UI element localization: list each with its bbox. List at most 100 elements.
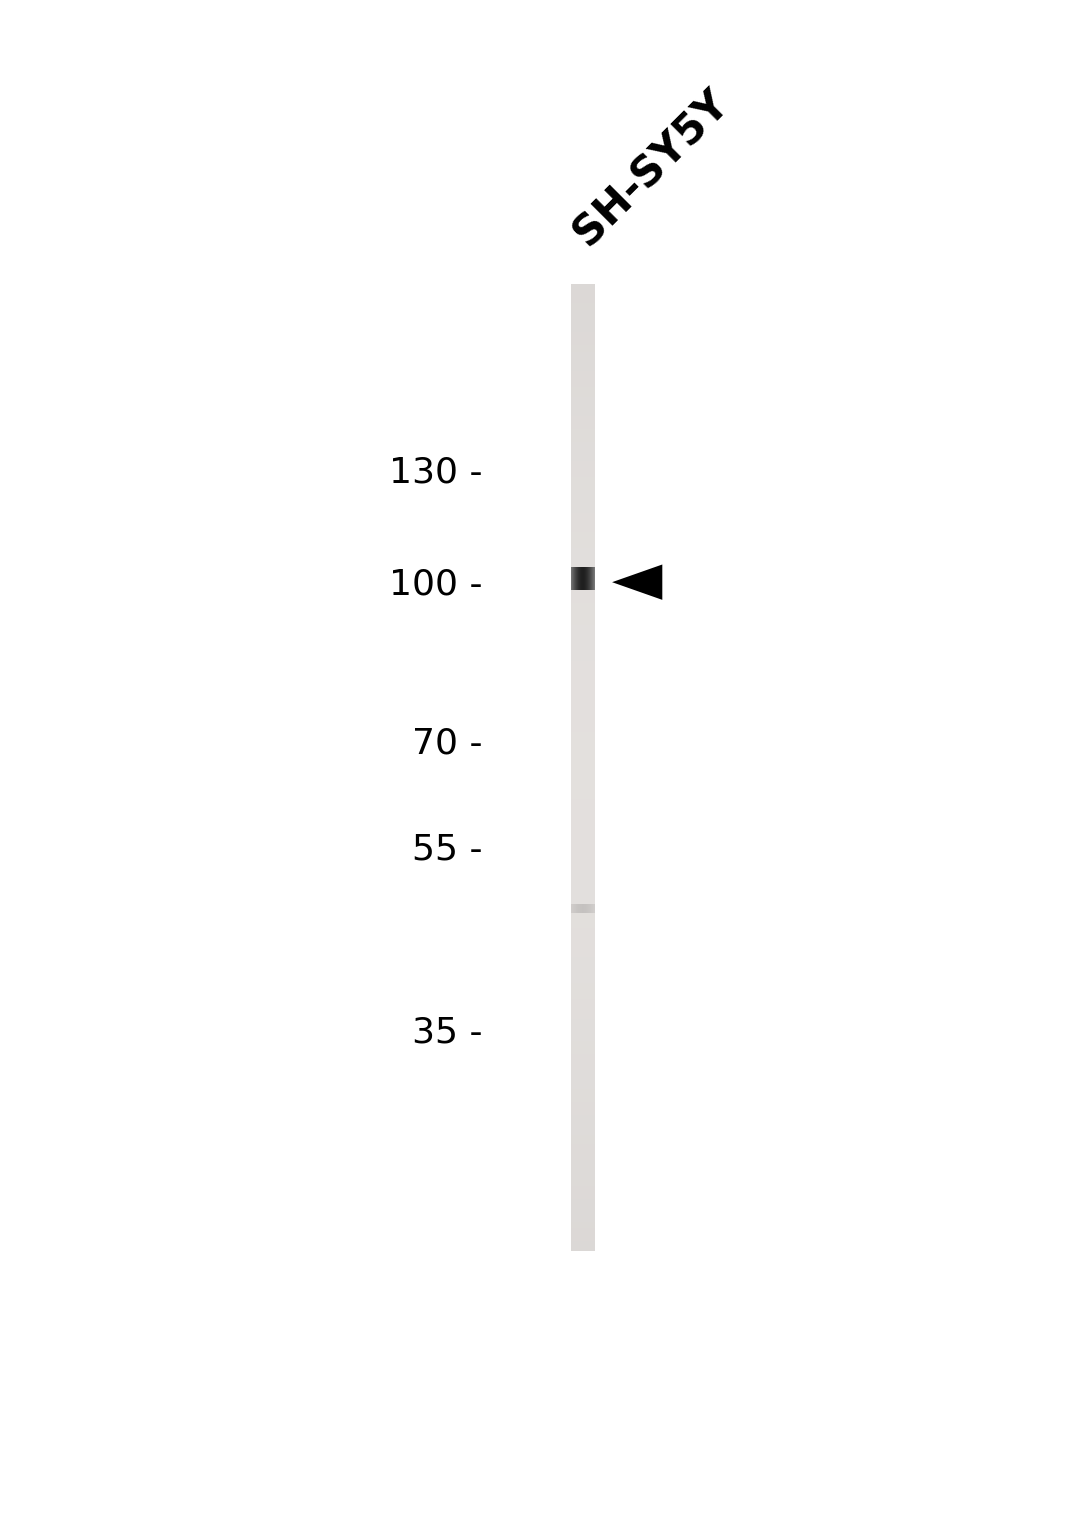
Bar — [571, 416, 594, 419]
Bar — [571, 589, 594, 592]
Bar — [571, 629, 594, 632]
Bar — [571, 825, 594, 828]
Bar — [571, 648, 594, 651]
Bar — [571, 899, 594, 903]
Bar — [571, 619, 594, 622]
Bar — [571, 1122, 594, 1125]
Bar — [571, 490, 594, 493]
Bar — [571, 928, 594, 931]
Bar — [571, 403, 594, 406]
Bar — [571, 1090, 594, 1093]
Bar — [571, 1170, 594, 1173]
Bar — [571, 1047, 594, 1050]
Bar — [571, 1242, 594, 1245]
Bar — [571, 283, 594, 288]
Bar — [571, 320, 594, 323]
Bar — [571, 890, 594, 893]
Bar — [571, 1167, 594, 1170]
Bar — [571, 749, 594, 752]
Bar — [571, 700, 594, 703]
Bar — [571, 776, 594, 781]
Bar — [571, 626, 594, 629]
Bar — [571, 909, 594, 912]
Bar — [571, 338, 594, 341]
Bar — [571, 1234, 594, 1237]
Bar — [571, 968, 594, 971]
Bar — [571, 323, 594, 326]
Bar — [571, 377, 594, 381]
Bar — [571, 1128, 594, 1131]
Bar — [571, 694, 594, 697]
Bar — [571, 903, 594, 906]
Bar — [571, 349, 594, 352]
Bar — [571, 449, 594, 452]
Bar — [571, 651, 594, 654]
Bar — [571, 680, 594, 683]
Bar — [571, 1015, 594, 1018]
Bar — [571, 510, 594, 513]
Bar — [571, 896, 594, 899]
Bar — [571, 609, 594, 612]
Bar — [571, 1000, 594, 1003]
Bar — [571, 735, 594, 738]
Bar — [571, 965, 594, 968]
Bar — [571, 922, 594, 925]
Bar — [571, 870, 594, 874]
Bar — [571, 400, 594, 403]
Bar — [571, 413, 594, 416]
Bar — [571, 842, 594, 845]
Bar — [571, 1093, 594, 1096]
Bar — [571, 332, 594, 335]
Bar — [571, 387, 594, 390]
Bar — [571, 1082, 594, 1087]
Bar — [571, 355, 594, 358]
Bar — [571, 1087, 594, 1090]
Bar — [571, 767, 594, 770]
Bar — [571, 1009, 594, 1012]
Bar — [571, 957, 594, 960]
Bar — [571, 423, 594, 426]
Bar — [571, 1073, 594, 1076]
Bar — [571, 1061, 594, 1064]
Bar — [571, 487, 594, 490]
Bar — [571, 1187, 594, 1190]
Bar — [571, 1079, 594, 1082]
Bar — [571, 577, 594, 580]
Bar — [571, 397, 594, 400]
Bar — [571, 916, 594, 919]
Bar — [571, 1228, 594, 1231]
Bar — [571, 381, 594, 384]
Bar — [571, 306, 594, 309]
Bar — [571, 784, 594, 787]
Bar — [571, 822, 594, 825]
Bar — [571, 1026, 594, 1029]
Bar — [571, 720, 594, 723]
Bar — [571, 1067, 594, 1070]
Bar — [571, 291, 594, 294]
Bar — [571, 1225, 594, 1228]
Bar — [571, 931, 594, 935]
Bar — [571, 1173, 594, 1176]
Bar — [571, 974, 594, 977]
Bar — [571, 472, 594, 475]
Bar — [571, 1035, 594, 1038]
Bar — [571, 668, 594, 671]
Bar — [571, 802, 594, 805]
Bar — [571, 845, 594, 848]
Text: 35 -: 35 - — [411, 1015, 483, 1050]
Bar — [571, 635, 594, 638]
Bar — [571, 1099, 594, 1102]
Bar — [571, 983, 594, 986]
Bar — [571, 1202, 594, 1205]
Bar — [571, 467, 594, 472]
Bar — [571, 796, 594, 799]
Bar — [571, 606, 594, 609]
Bar — [571, 671, 594, 674]
Bar — [571, 1044, 594, 1047]
Bar — [571, 770, 594, 773]
Bar — [571, 761, 594, 764]
Bar — [571, 504, 594, 507]
Bar — [571, 752, 594, 755]
Bar — [571, 568, 594, 571]
Bar — [571, 954, 594, 957]
